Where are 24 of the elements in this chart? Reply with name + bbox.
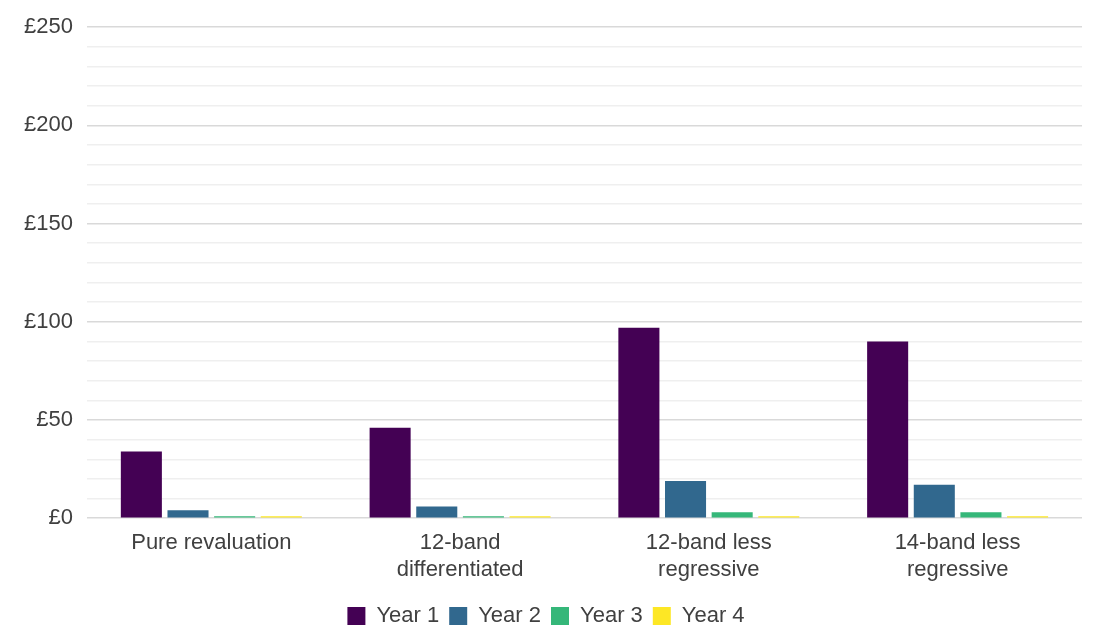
- bar: [711, 512, 753, 518]
- bar: [369, 427, 411, 518]
- y-tick-label: £150: [23, 209, 73, 235]
- bar: [167, 510, 209, 518]
- legend-label: Year 1: [376, 602, 440, 628]
- x-tick-label: 12-band differentiated: [396, 529, 524, 581]
- x-tick-label: Pure revaluation: [131, 529, 292, 555]
- bar: [867, 341, 909, 518]
- legend-label: Year 2: [478, 602, 542, 628]
- bar: [120, 451, 162, 518]
- y-tick-label: £250: [23, 13, 73, 39]
- x-tick-label: 14-band less regressive: [894, 529, 1021, 581]
- y-tick-label: £200: [23, 111, 73, 137]
- legend-label: Year 4: [681, 602, 745, 628]
- y-tick-label: £100: [23, 307, 73, 333]
- bar: [913, 484, 955, 518]
- x-tick-label: 12-band less regressive: [645, 529, 772, 581]
- y-tick-label: £50: [36, 406, 73, 432]
- bar: [618, 327, 660, 518]
- bar: [416, 506, 458, 518]
- y-tick-label: £0: [48, 504, 73, 530]
- bar: [960, 512, 1002, 518]
- legend-label: Year 3: [580, 602, 643, 628]
- bar: [665, 480, 707, 518]
